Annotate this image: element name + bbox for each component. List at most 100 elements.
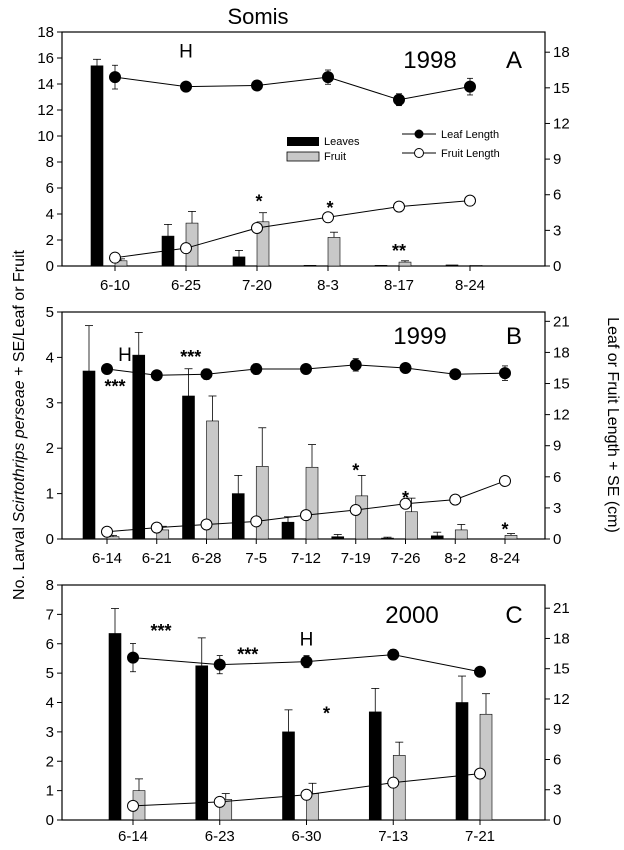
significance-annotation: * (402, 488, 409, 508)
left-tick-label: 0 (46, 812, 54, 829)
panel-letter: C (505, 602, 522, 629)
fruit-bar (398, 261, 412, 267)
right-tick-label: 12 (553, 691, 570, 708)
leaves-bar (282, 731, 295, 821)
right-tick-label: 3 (553, 222, 561, 239)
fruit-length-marker (399, 497, 412, 510)
fruit-length-marker (300, 788, 313, 801)
panel-year: 2000 (385, 602, 438, 629)
x-tick-label: 6-14 (92, 550, 122, 567)
x-tick-label: 8-17 (384, 277, 414, 294)
x-tick-label: 8-24 (490, 550, 520, 567)
leaf-length-marker (150, 369, 163, 382)
legend-leaves-label: Leaves (324, 136, 360, 148)
left-tick-label: 14 (37, 76, 54, 93)
leaf-length-marker (300, 363, 312, 376)
significance-annotation: *** (150, 621, 171, 641)
fruit-length-marker (393, 200, 405, 213)
leaves-bar (368, 711, 382, 821)
leaves-bar (374, 265, 388, 267)
leaves-bar (232, 256, 246, 267)
leaf-length-marker (322, 71, 334, 84)
leaf-length-marker (127, 651, 139, 664)
leaves-bar (231, 493, 245, 540)
leaf-length-marker (399, 361, 412, 374)
right-tick-label: 3 (553, 500, 561, 517)
x-tick-label: 8-24 (455, 277, 485, 294)
left-tick-label: 10 (37, 128, 54, 145)
right-tick-label: 18 (553, 630, 570, 647)
significance-annotation: * (352, 461, 359, 481)
significance-annotation: * (255, 192, 262, 212)
fruit-length-marker (109, 251, 121, 264)
leaf-length-marker (250, 363, 263, 376)
leaf-length-marker (387, 648, 400, 661)
right-tick-label: 18 (553, 44, 570, 61)
figure-title: Somis (227, 4, 288, 29)
right-axis-label: Leaf or Fruit Length + SE (cm) (604, 317, 621, 533)
fruit-bar (255, 466, 269, 540)
leaf-length-marker (109, 71, 121, 84)
x-tick-label: 7-12 (291, 550, 321, 567)
left-tick-label: 5 (46, 304, 54, 321)
plot-frame (61, 584, 546, 821)
right-tick-label: 12 (553, 115, 570, 132)
x-tick-label: 7-21 (465, 828, 495, 845)
right-tick-label: 15 (553, 80, 570, 97)
x-tick-label: 6-21 (142, 550, 172, 567)
x-tick-label: 6-25 (171, 277, 201, 294)
fruit-length-marker (499, 474, 511, 487)
leaves-bar (303, 265, 317, 267)
fruit-bar (355, 495, 369, 540)
legend-fruit-swatch (286, 151, 320, 162)
leaves-bar (455, 702, 469, 821)
leaf-length-marker (349, 358, 362, 371)
leaf-length-marker (393, 93, 405, 106)
legend-fruit-label: Fruit (324, 151, 346, 163)
left-tick-label: 8 (46, 577, 54, 594)
panel-letter: A (506, 47, 522, 74)
left-tick-label: 4 (46, 349, 54, 366)
significance-annotation: *** (180, 347, 201, 367)
x-tick-label: 6-10 (100, 277, 130, 294)
right-tick-label: 21 (553, 313, 570, 330)
fruit-bar (405, 511, 418, 540)
significance-annotation: *** (104, 377, 125, 397)
legend-leaf-length-label: Leaf Length (441, 129, 499, 141)
fruit-length-marker (251, 221, 263, 234)
bar-legend: Leaves Fruit (286, 136, 360, 163)
left-tick-label: 2 (46, 753, 54, 770)
left-tick-label: 3 (46, 724, 54, 741)
leaves-bar (445, 264, 459, 267)
fruit-bar (305, 466, 319, 540)
fruit-length-marker (101, 525, 113, 538)
right-tick-label: 15 (553, 661, 570, 678)
left-tick-label: 3 (46, 395, 54, 412)
left-tick-label: 16 (37, 50, 54, 67)
leaf-length-marker (251, 79, 263, 92)
right-tick-label: 12 (553, 407, 570, 424)
fruit-bar (454, 529, 468, 540)
line-legend: Leaf Length Fruit Length (402, 129, 500, 160)
harvest-annotation: H (118, 345, 132, 366)
x-tick-label: 6-28 (191, 550, 221, 567)
right-tick-label: 0 (553, 258, 561, 275)
x-tick-label: 7-20 (242, 277, 272, 294)
fruit-length-marker (449, 493, 462, 506)
plot-frame (61, 31, 546, 267)
x-tick-label: 6-30 (291, 828, 321, 845)
fruit-bar (479, 713, 493, 821)
left-tick-label: 1 (46, 783, 54, 800)
fruit-length-marker (127, 799, 139, 812)
leaves-bar (331, 536, 345, 540)
fruit-length-marker (464, 194, 476, 207)
leaves-bar (430, 535, 444, 540)
significance-annotation: ** (392, 241, 406, 261)
x-tick-label: 7-5 (245, 550, 267, 567)
leaves-bar (82, 370, 96, 540)
leaf-length-marker (474, 665, 486, 678)
fruit-length-line (114, 200, 471, 259)
right-tick-label: 6 (553, 469, 561, 486)
right-tick-label: 21 (553, 600, 570, 617)
